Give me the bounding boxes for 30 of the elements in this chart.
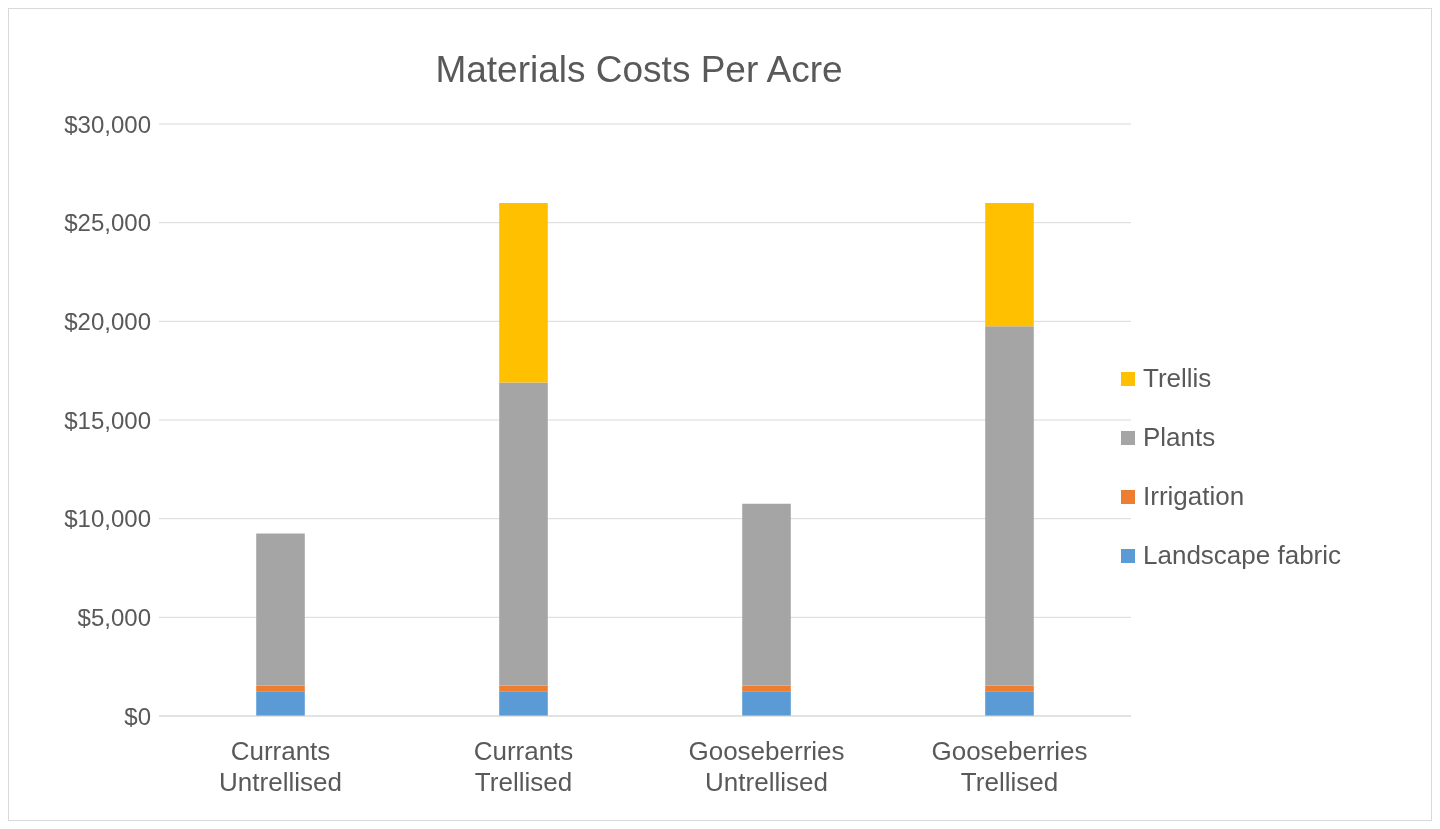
bar (985, 685, 1034, 692)
bar (499, 691, 548, 716)
x-tick-label: Gooseberries Trellised (931, 736, 1088, 797)
bar (499, 202, 548, 383)
y-tick-label: $5,000 (77, 603, 151, 631)
y-tick-label: $25,000 (64, 209, 151, 237)
x-tick-label: Gooseberries Untrellised (688, 736, 845, 797)
legend-label: Trellis (1143, 363, 1212, 394)
y-tick-label: $15,000 (64, 406, 151, 434)
chart-title: Materials Costs Per Acre (434, 49, 844, 91)
x-tick-label: Currants Trellised (473, 736, 574, 797)
bar (499, 685, 548, 692)
bar (742, 503, 791, 686)
bar (742, 685, 791, 692)
legend-label: Landscape fabric (1143, 540, 1342, 571)
legend-label: Plants (1143, 422, 1216, 453)
bar (256, 685, 305, 692)
bar (499, 382, 548, 686)
y-tick-label: $30,000 (64, 110, 151, 138)
bar (256, 533, 305, 686)
y-tick-label: $20,000 (64, 307, 151, 335)
x-tick-label: Currants Untrellised (219, 736, 342, 797)
legend-label: Irrigation (1143, 481, 1245, 512)
bar (742, 691, 791, 716)
y-tick-label: $10,000 (64, 505, 151, 533)
bar (985, 691, 1034, 716)
bar (985, 326, 1034, 686)
y-tick-label: $0 (124, 702, 151, 730)
bar (985, 202, 1034, 327)
bar (256, 691, 305, 716)
